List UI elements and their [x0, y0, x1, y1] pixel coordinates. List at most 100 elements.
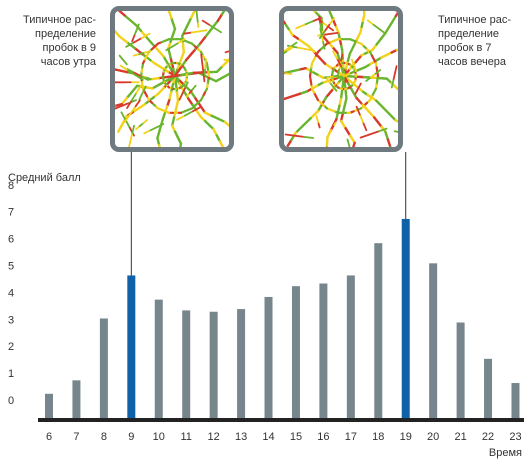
road-segment [140, 32, 151, 39]
road-segment [387, 112, 397, 122]
road-segment [210, 114, 220, 121]
bar-12 [209, 311, 218, 418]
road-segment [215, 64, 224, 74]
road-segment [346, 138, 351, 147]
road-segment [381, 105, 391, 115]
road-segment [120, 96, 129, 106]
bar-14 [264, 296, 273, 418]
road-segment [319, 27, 323, 37]
road-segment [284, 97, 287, 101]
road-segment [342, 71, 353, 78]
road-segment [323, 32, 333, 36]
road-segment [295, 23, 306, 30]
evening-map-caption: Типичное рас- пределение пробок в 7 часо… [438, 14, 511, 68]
road-segment [131, 124, 135, 136]
road-segment [132, 53, 141, 57]
road-segment [323, 23, 331, 33]
bar-15 [291, 286, 300, 418]
road-segment [367, 109, 376, 119]
road-segment [125, 41, 135, 48]
road-segment [123, 14, 132, 22]
road-segment [120, 111, 127, 121]
road-segment [165, 45, 174, 52]
bar-22 [484, 358, 493, 418]
bar-18 [374, 243, 383, 418]
road-segment [135, 23, 140, 31]
road-segment [201, 19, 210, 26]
road-segment [117, 125, 123, 133]
x-axis-label: Время [488, 447, 522, 459]
x-tick-label: 23 [509, 431, 521, 443]
road-segment [369, 72, 377, 79]
road-segment [168, 91, 173, 102]
bar-6 [45, 393, 53, 418]
road-segment [191, 84, 197, 91]
road-segment [336, 57, 342, 68]
road-segment [339, 119, 347, 130]
road-segment [175, 91, 180, 102]
road-segment [181, 87, 186, 95]
x-tick-label: 8 [101, 431, 107, 443]
y-tick-label: 2 [8, 341, 14, 353]
road-segment [325, 77, 331, 84]
road-segment [334, 23, 340, 34]
road-segment [133, 37, 143, 44]
road-segment [135, 84, 142, 94]
road-segment [318, 56, 327, 65]
road-segment [221, 59, 229, 68]
road-segment [394, 65, 398, 75]
road-segment [115, 29, 121, 38]
morning-traffic-map-drawing [115, 11, 229, 147]
bar-9 [127, 275, 136, 418]
road-segment [189, 47, 197, 56]
road-segment [336, 51, 341, 62]
road-segment [187, 97, 194, 107]
road-segment [337, 73, 345, 77]
morning-traffic-map [110, 6, 234, 152]
road-segment [323, 62, 333, 70]
road-segment [129, 133, 133, 144]
road-segment [355, 31, 362, 41]
x-tick-label: 18 [372, 431, 384, 443]
road-segment [157, 144, 161, 147]
road-segment [332, 50, 338, 60]
road-segment [326, 75, 334, 79]
x-axis-baseline [38, 418, 524, 422]
road-segment [365, 76, 372, 82]
x-tick-label: 6 [46, 431, 52, 443]
road-segment [284, 50, 288, 55]
road-segment [330, 81, 340, 92]
road-segment [366, 19, 375, 26]
road-segment [289, 41, 298, 48]
road-segment [207, 23, 216, 30]
road-segment [285, 47, 293, 53]
road-segment [182, 89, 190, 100]
road-segment [309, 109, 320, 120]
road-segment [156, 123, 165, 129]
road-segment [392, 72, 396, 82]
road-segment [177, 38, 186, 44]
road-segment [117, 11, 126, 17]
bar-11 [182, 310, 191, 418]
road-segment [167, 11, 171, 14]
road-segment [118, 35, 129, 44]
x-tick-label: 21 [454, 431, 466, 443]
road-segment [169, 56, 174, 68]
road-segment [151, 83, 162, 90]
bar-13 [237, 309, 246, 418]
road-segment [325, 136, 329, 147]
road-segment [220, 11, 226, 16]
road-segment [223, 120, 229, 127]
road-segment [284, 45, 292, 52]
x-tick-label: 15 [290, 431, 302, 443]
road-segment [162, 55, 169, 65]
road-segment [123, 113, 131, 123]
bar-8 [99, 318, 108, 418]
road-segment [156, 136, 161, 147]
road-segment [384, 130, 390, 141]
road-segment [286, 140, 292, 147]
road-segment [377, 76, 389, 80]
road-segment [185, 16, 193, 28]
road-segment [302, 117, 312, 127]
